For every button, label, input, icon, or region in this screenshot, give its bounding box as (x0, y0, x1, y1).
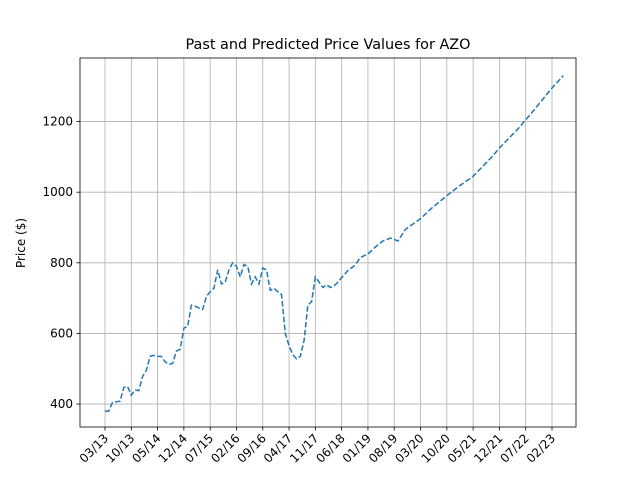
x-tick-label: 12/21 (471, 431, 505, 465)
y-tick-label: 600 (50, 326, 73, 340)
x-tick-label: 10/13 (103, 431, 137, 465)
y-tick-label: 400 (50, 397, 73, 411)
y-tick-label: 800 (50, 256, 73, 270)
x-tick-label: 04/17 (261, 431, 295, 465)
x-tick-label: 02/23 (524, 431, 558, 465)
x-tick-label: 06/18 (313, 431, 347, 465)
x-tick-label: 01/19 (340, 431, 374, 465)
x-tick-label: 08/19 (366, 431, 400, 465)
y-tick-label: 1000 (42, 185, 73, 199)
series-layer (105, 75, 564, 412)
x-axis-ticks: 03/1310/1305/1412/1407/1502/1609/1604/17… (77, 427, 558, 466)
y-axis-label: Price ($) (14, 218, 28, 268)
x-tick-label: 10/20 (419, 431, 453, 465)
chart-title: Past and Predicted Price Values for AZO (185, 37, 470, 53)
grid-lines (80, 58, 576, 427)
x-tick-label: 02/16 (208, 431, 242, 465)
x-tick-label: 05/14 (129, 431, 163, 465)
x-tick-label: 03/20 (392, 431, 426, 465)
x-tick-label: 07/15 (182, 431, 216, 465)
plot-frame (79, 57, 577, 428)
x-tick-label: 03/13 (77, 431, 111, 465)
y-axis-ticks: 400 600 800 1000 1200 (42, 115, 80, 411)
y-tick-label: 1200 (42, 115, 73, 129)
x-tick-label: 07/22 (497, 431, 531, 465)
x-tick-label: 05/21 (445, 431, 479, 465)
x-tick-label: 11/17 (287, 431, 321, 465)
x-tick-label: 12/14 (156, 431, 190, 465)
x-tick-label: 09/16 (235, 431, 269, 465)
price-series-line (105, 75, 564, 412)
